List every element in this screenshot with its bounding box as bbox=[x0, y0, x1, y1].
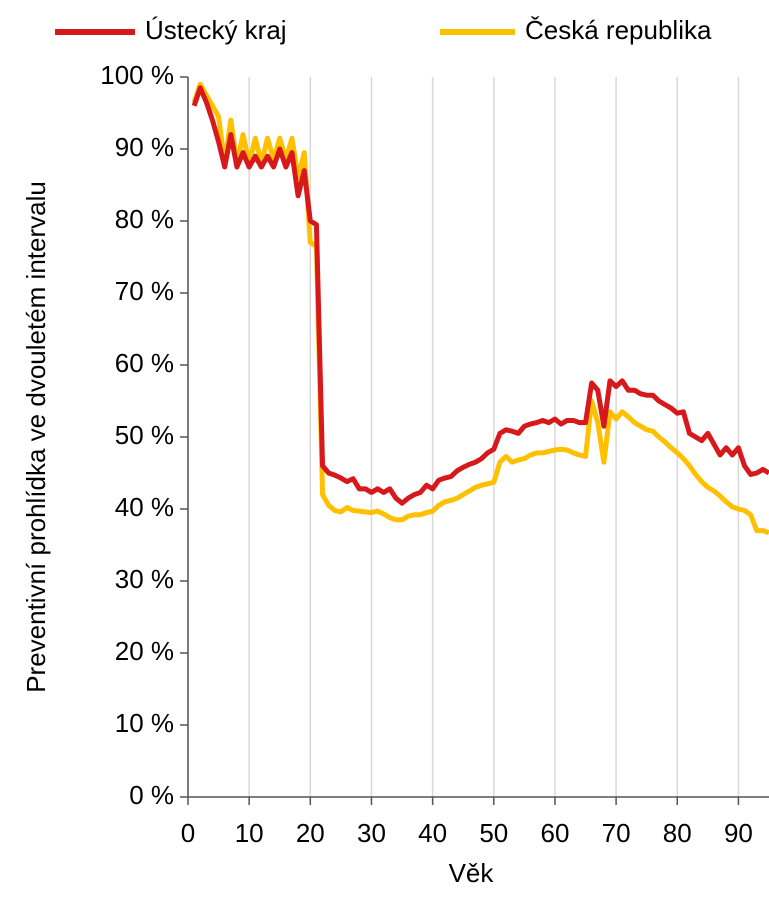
y-tick-label: 30 % bbox=[115, 564, 174, 594]
legend-label: Česká republika bbox=[525, 15, 712, 45]
y-tick-label: 80 % bbox=[115, 204, 174, 234]
series-line bbox=[191, 81, 769, 536]
x-tick-label: 80 bbox=[663, 818, 692, 848]
y-axis-label: Preventivní prohlídka ve dvouletém inter… bbox=[21, 181, 51, 693]
y-tick-label: 90 % bbox=[115, 132, 174, 162]
x-tick-label: 70 bbox=[602, 818, 631, 848]
y-tick-label: 10 % bbox=[115, 708, 174, 738]
x-tick-label: 90 bbox=[724, 818, 753, 848]
y-tick-label: 50 % bbox=[115, 420, 174, 450]
x-tick-label: 20 bbox=[296, 818, 325, 848]
y-tick-label: 20 % bbox=[115, 636, 174, 666]
x-tick-label: 40 bbox=[418, 818, 447, 848]
x-axis-label: Věk bbox=[449, 858, 495, 888]
y-tick-label: 100 % bbox=[100, 60, 174, 90]
x-tick-label: 10 bbox=[235, 818, 264, 848]
x-tick-label: 50 bbox=[479, 818, 508, 848]
x-tick-label: 30 bbox=[357, 818, 386, 848]
y-tick-label: 40 % bbox=[115, 492, 174, 522]
y-tick-label: 70 % bbox=[115, 276, 174, 306]
legend-label: Ústecký kraj bbox=[145, 15, 287, 45]
x-tick-label: 0 bbox=[181, 818, 195, 848]
x-tick-label: 60 bbox=[540, 818, 569, 848]
y-tick-label: 0 % bbox=[129, 780, 174, 810]
series-line bbox=[191, 85, 769, 506]
y-tick-label: 60 % bbox=[115, 348, 174, 378]
